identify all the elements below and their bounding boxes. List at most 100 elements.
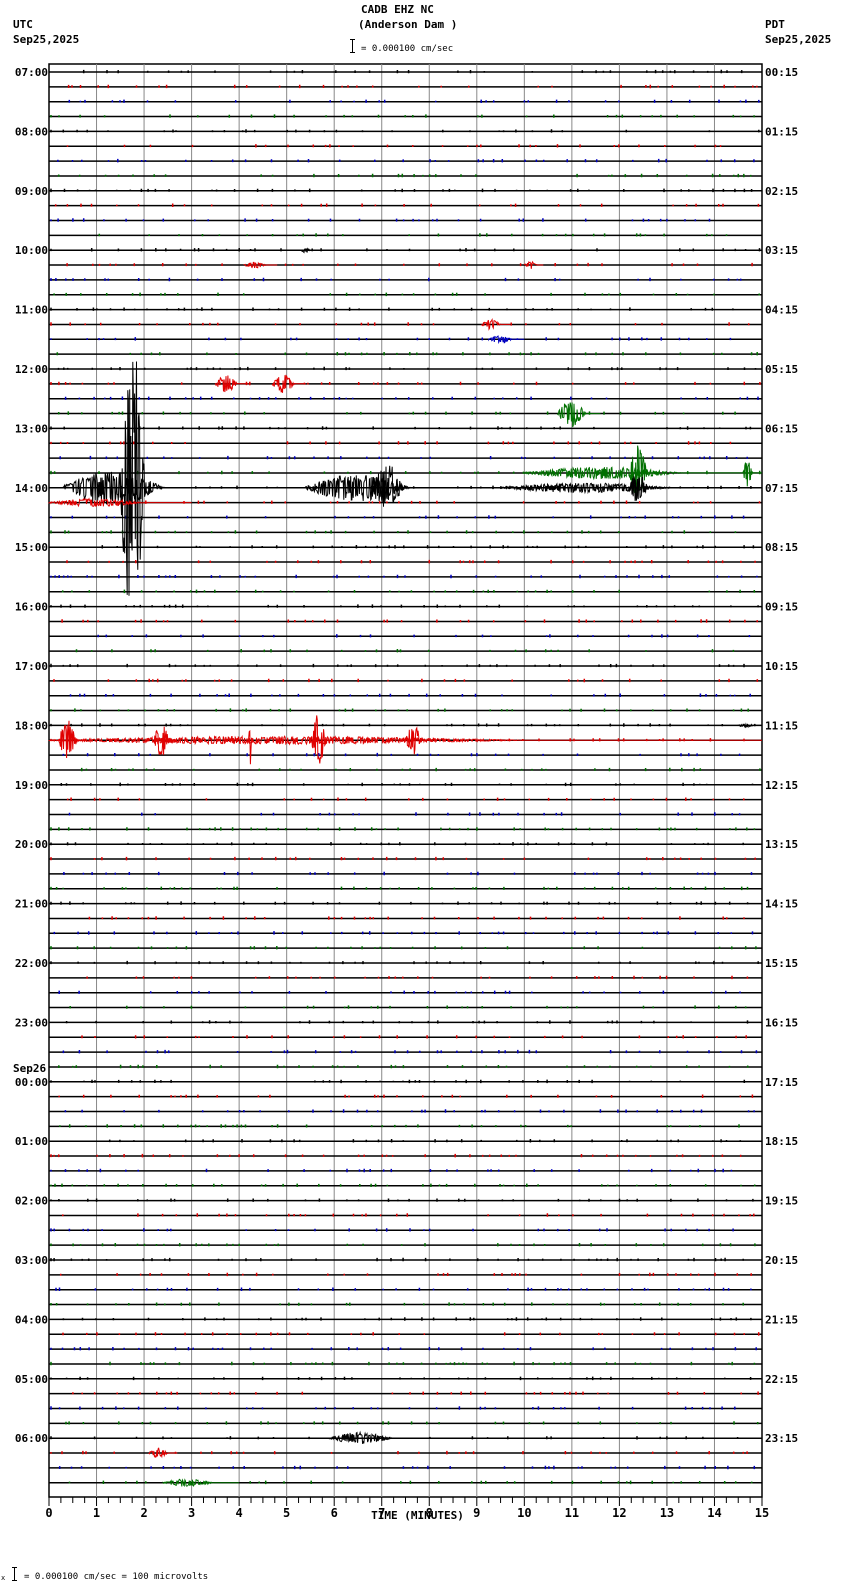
trace-noise — [60, 782, 754, 787]
seismic-event-trace — [214, 375, 249, 393]
trace-noise — [50, 129, 760, 133]
utc-hour-label: 12:00 — [15, 363, 48, 376]
seismic-event-trace — [119, 361, 159, 596]
trace-noise — [50, 886, 749, 891]
pdt-hour-label: 14:15 — [765, 898, 798, 911]
trace-noise — [66, 559, 756, 564]
x-axis-tick-label: 12 — [612, 1506, 626, 1520]
station-location: (Anderson Dam ) — [358, 18, 458, 31]
pdt-hour-label: 05:15 — [765, 363, 798, 376]
seismic-event-trace — [557, 402, 601, 428]
pdt-hour-label: 16:15 — [765, 1016, 798, 1029]
seismic-event-trace — [328, 1430, 425, 1445]
trace-noise — [57, 158, 755, 163]
left-date: Sep25,2025 — [13, 33, 80, 46]
utc-hour-label: 03:00 — [15, 1254, 48, 1267]
legend-text: = 0.000100 cm/sec = 100 microvolts — [24, 1572, 209, 1582]
trace-noise — [50, 337, 732, 341]
pdt-hour-label: 00:15 — [765, 66, 798, 79]
x-axis-tick-label: 8 — [426, 1506, 433, 1520]
trace-noise — [50, 1347, 757, 1351]
trace-noise — [88, 916, 745, 920]
trace-noise — [75, 649, 735, 653]
trace-noise — [66, 144, 722, 148]
trace-noise — [58, 1064, 749, 1069]
seismic-event-trace — [523, 260, 544, 269]
trace-noise — [50, 1450, 748, 1455]
legend-scale-bar-icon — [12, 1567, 20, 1581]
utc-hour-label: 15:00 — [15, 541, 48, 554]
pdt-hour-label: 19:15 — [765, 1195, 798, 1208]
seismic-event-trace — [523, 466, 762, 481]
trace-noise — [50, 1361, 756, 1366]
trace-noise — [50, 574, 758, 579]
x-axis-tick-label: 7 — [378, 1506, 385, 1520]
trace-noise — [65, 1020, 749, 1024]
trace-noise — [62, 1213, 755, 1217]
pdt-hour-label: 15:15 — [765, 957, 798, 970]
trace-noise — [57, 366, 757, 371]
utc-hour-label: 13:00 — [15, 422, 48, 435]
trace-noise — [50, 1079, 746, 1084]
trace-noise — [59, 1124, 740, 1128]
trace-noise — [108, 1139, 742, 1143]
trace-noise — [61, 589, 756, 594]
trace-noise — [50, 218, 711, 222]
x-axis-tick-label: 4 — [236, 1506, 243, 1520]
trace-noise — [64, 396, 759, 400]
right-timezone: PDT — [765, 18, 785, 31]
trace-noise — [65, 1421, 759, 1425]
pdt-hour-label: 22:15 — [765, 1373, 798, 1386]
trace-noise — [57, 173, 752, 178]
trace-noise — [53, 931, 754, 935]
pdt-hour-label: 23:15 — [765, 1432, 798, 1445]
utc-hour-label: 23:00 — [15, 1016, 48, 1029]
pdt-hour-label: 03:15 — [765, 244, 798, 257]
seismic-event-trace — [737, 722, 762, 729]
trace-noise — [68, 99, 760, 103]
trace-noise — [61, 619, 758, 623]
seismic-event-trace — [271, 374, 306, 393]
trace-noise — [50, 1228, 734, 1232]
trace-noise — [63, 871, 753, 876]
trace-noise — [58, 990, 741, 994]
x-axis-tick-label: 15 — [755, 1506, 769, 1520]
trace-noise — [59, 455, 748, 460]
seismic-event-trace — [48, 497, 192, 508]
seismic-event-trace — [243, 261, 278, 269]
trace-noise — [50, 1406, 736, 1410]
trace-noise — [53, 678, 759, 683]
utc-hour-label: 19:00 — [15, 779, 48, 792]
trace-noise — [66, 797, 745, 801]
right-date: Sep25,2025 — [765, 33, 832, 46]
utc-hour-label: 00:00 — [15, 1076, 48, 1089]
x-axis-tick-label: 13 — [660, 1506, 674, 1520]
trace-noise — [50, 1183, 756, 1187]
trace-noise — [50, 1168, 733, 1173]
pdt-hour-label: 06:15 — [765, 422, 798, 435]
trace-noise — [98, 233, 728, 237]
trace-noise — [97, 634, 751, 638]
seismic-event-trace — [371, 465, 420, 507]
trace-noise — [50, 901, 749, 905]
pdt-hour-label: 01:15 — [765, 125, 798, 138]
pdt-hour-label: 02:15 — [765, 185, 798, 198]
x-axis-tick-label: 0 — [45, 1506, 52, 1520]
utc-hour-label: 02:00 — [15, 1195, 48, 1208]
trace-noise — [50, 663, 745, 668]
trace-noise — [50, 277, 742, 282]
trace-noise — [62, 1317, 752, 1321]
seismic-event-trace — [248, 729, 254, 765]
x-axis-tick-label: 2 — [140, 1506, 147, 1520]
trace-noise — [68, 1480, 753, 1485]
x-axis-tick-label: 1 — [93, 1506, 100, 1520]
trace-noise — [101, 545, 755, 549]
trace-noise — [50, 723, 756, 727]
pdt-hour-label: 21:15 — [765, 1313, 798, 1326]
trace-noise — [66, 262, 753, 267]
trace-noise — [62, 1332, 760, 1336]
pdt-hour-label: 20:15 — [765, 1254, 798, 1267]
utc-hour-label: 05:00 — [15, 1373, 48, 1386]
trace-noise — [50, 842, 744, 846]
